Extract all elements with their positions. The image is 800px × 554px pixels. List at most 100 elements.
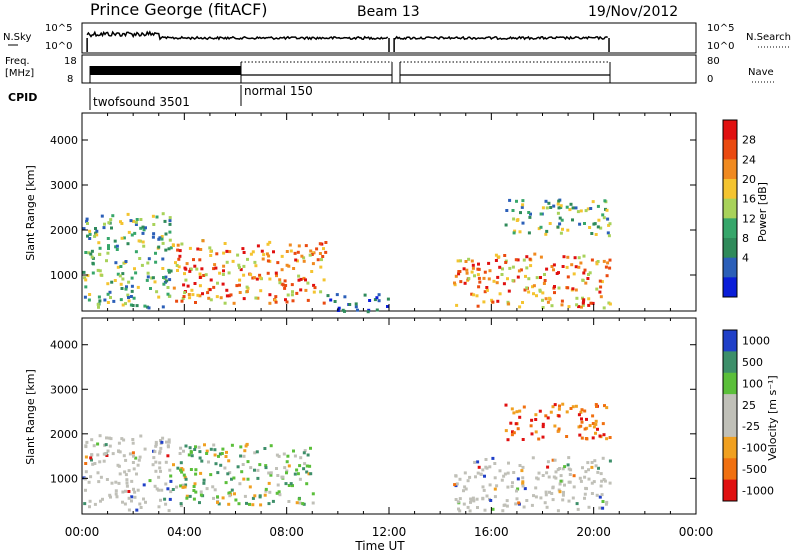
heatmap-cell [527,290,531,294]
freq-twofsound-block [90,66,241,75]
heatmap-cell [549,206,553,209]
y-tick-label: 2000 [50,224,78,237]
heatmap-cell [264,489,268,493]
heatmap-cell [319,290,323,294]
heatmap-cell [525,255,529,259]
heatmap-cell [199,248,203,251]
heatmap-cell [546,460,550,464]
heatmap-cell [553,403,557,407]
heatmap-cell [600,493,604,497]
colorbar-swatch [723,179,737,200]
heatmap-cell [558,490,562,494]
heatmap-cell [308,253,312,257]
heatmap-cell [602,478,606,481]
heatmap-cell [537,437,541,441]
heatmap-cell [537,471,541,475]
heatmap-cell [186,284,190,288]
heatmap-cell [521,480,525,484]
heatmap-cell [194,490,198,494]
heatmap-cell [109,495,112,499]
heatmap-cell [269,471,273,475]
heatmap-cell [167,438,171,442]
heatmap-cell [93,502,97,506]
heatmap-cell [181,483,185,487]
heatmap-cell [302,259,306,263]
heatmap-cell [501,509,505,513]
heatmap-cell [227,271,231,275]
heatmap-cell [266,259,270,263]
freq-label-2: [MHz] [5,68,34,79]
heatmap-cell [501,267,504,271]
heatmap-cell [590,232,594,235]
heatmap-cell [539,225,543,229]
heatmap-cell [181,468,185,472]
heatmap-cell [280,475,284,479]
heatmap-cell [283,279,287,283]
heatmap-cell [161,241,165,245]
heatmap-cell [242,477,246,481]
y-tick-label: 1000 [50,472,78,485]
heatmap-cell [491,456,495,460]
heatmap-cell [544,493,548,497]
heatmap-cell [185,494,189,498]
heatmap-cell [198,258,202,262]
heatmap-cell [267,481,271,485]
heatmap-cell [292,449,295,453]
heatmap-cell [122,236,126,240]
heatmap-cell [194,468,198,472]
heatmap-cell [154,260,158,264]
heatmap-cell [159,446,163,450]
heatmap-cell [551,458,555,462]
heatmap-cell [518,464,522,467]
heatmap-cell [581,466,584,470]
heatmap-cell [216,471,220,475]
heatmap-cell [267,471,271,475]
heatmap-cell [130,479,134,483]
heatmap-cell [561,467,565,471]
heatmap-cell [143,447,147,451]
heatmap-cell [311,501,315,505]
heatmap-cell [234,498,238,502]
heatmap-cell [160,440,164,444]
heatmap-cell [594,422,598,426]
heatmap-cell [274,271,278,275]
heatmap-cell [591,200,595,204]
heatmap-cell [497,255,501,259]
heatmap-cell [189,267,193,271]
heatmap-cell [86,234,89,238]
heatmap-cell [84,462,88,465]
heatmap-cell [253,494,257,498]
heatmap-cell [169,490,173,494]
heatmap-cell [99,499,102,503]
heatmap-cell [593,222,597,226]
heatmap-cell [324,241,328,244]
heatmap-cell [268,240,272,244]
heatmap-cell [127,299,131,303]
heatmap-cell [98,434,102,438]
heatmap-cell [96,268,100,272]
heatmap-cell [539,496,543,500]
heatmap-cell [538,409,542,413]
heatmap-cell [183,272,186,276]
heatmap-cell [566,255,570,259]
heatmap-cell [172,244,175,247]
heatmap-cell [289,482,293,486]
heatmap-cell [215,252,219,256]
heatmap-cell [543,501,547,505]
heatmap-cell [535,476,539,480]
heatmap-cell [482,300,486,304]
heatmap-cell [280,254,284,258]
heatmap-cell [593,459,597,463]
nave-label: Nave [748,67,774,78]
heatmap-cell [295,501,299,505]
heatmap-cell [94,231,98,235]
heatmap-cell [541,306,545,309]
heatmap-cell [159,439,162,442]
heatmap-cell [124,302,127,306]
heatmap-cell [541,422,545,426]
heatmap-cell [294,258,298,262]
heatmap-cell [168,497,172,501]
heatmap-cell [227,502,231,506]
heatmap-cell [293,454,297,458]
heatmap-cell [141,225,145,229]
